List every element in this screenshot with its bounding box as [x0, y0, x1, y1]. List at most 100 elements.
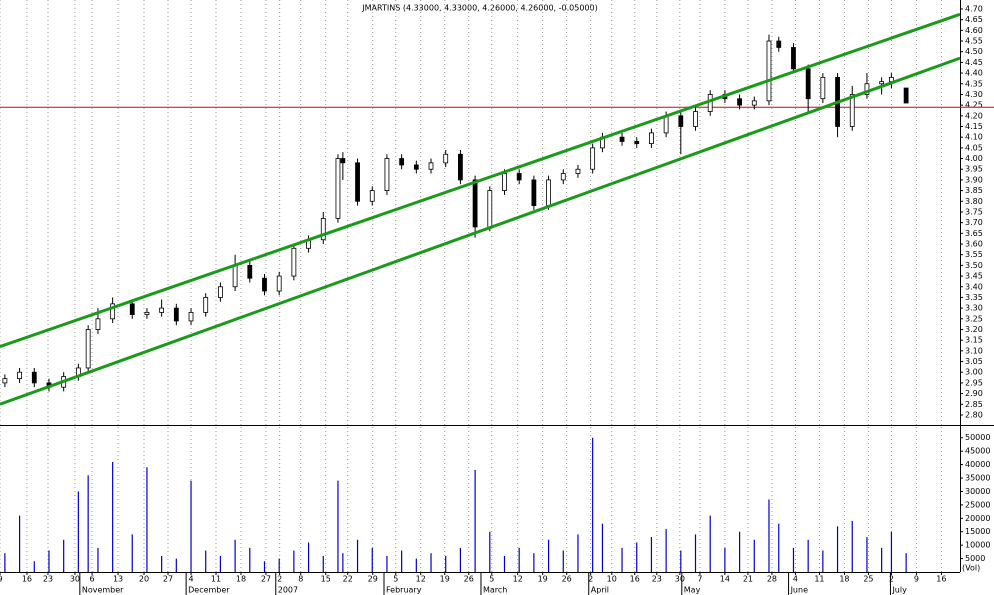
- x-tick-label: 11: [211, 575, 221, 584]
- volume-tick-label: 50000: [965, 433, 990, 442]
- x-tick-label: 30: [675, 575, 685, 584]
- candle-body: [144, 311, 150, 315]
- month-label: June: [790, 586, 809, 595]
- candle-body: [903, 87, 909, 104]
- month-label: November: [82, 586, 124, 595]
- x-tick-label: 6: [90, 575, 95, 584]
- x-tick-label: 12: [513, 575, 523, 584]
- x-tick-label: 28: [767, 575, 777, 584]
- candle-body: [428, 162, 434, 170]
- x-tick-label: 12: [416, 575, 426, 584]
- candle-body: [619, 136, 625, 142]
- y-tick-label: 3.75: [965, 207, 983, 216]
- volume-tick-label: 35000: [965, 474, 990, 483]
- x-tick-label: 5: [393, 575, 398, 584]
- x-tick-label: 14: [720, 575, 730, 584]
- volume-tick-label: 20000: [965, 514, 990, 523]
- x-tick-label: 2: [588, 575, 593, 584]
- x-tick-label: 9: [0, 575, 3, 584]
- candle-body: [546, 179, 551, 206]
- x-tick-label: 2: [277, 575, 282, 584]
- x-tick-label: 23: [652, 575, 662, 584]
- candle-body: [776, 40, 782, 48]
- candle-body: [399, 158, 405, 166]
- y-tick-label: 3.20: [965, 325, 983, 334]
- y-tick-label: 3.30: [965, 304, 983, 313]
- candle-body: [751, 100, 757, 106]
- volume-tick-label: 40000: [965, 460, 990, 469]
- candle-body: [2, 378, 8, 384]
- volume-label: (Vol): [962, 564, 980, 573]
- y-tick-label: 3.80: [965, 197, 983, 206]
- y-tick-label: 3.00: [965, 368, 983, 377]
- y-tick-label: 4.30: [965, 90, 983, 99]
- channel-line: [0, 56, 961, 406]
- y-tick-label: 4.70: [965, 4, 983, 13]
- candle-body: [85, 329, 91, 369]
- candle-body: [173, 307, 179, 322]
- candle-body: [575, 168, 581, 174]
- y-tick-label: 2.90: [965, 389, 983, 398]
- y-tick-label: 4.40: [965, 69, 983, 78]
- candle-body: [247, 264, 253, 279]
- candle-body: [649, 132, 654, 144]
- x-tick-label: 7: [697, 575, 702, 584]
- y-tick-label: 4.25: [965, 101, 983, 110]
- candle-body: [129, 303, 135, 315]
- candle-body: [355, 162, 360, 202]
- y-tick-label: 4.65: [965, 15, 983, 24]
- y-tick-label: 2.85: [965, 400, 983, 409]
- x-tick-label: 25: [863, 575, 873, 584]
- x-tick-label: 19: [440, 575, 450, 584]
- y-tick-label: 4.45: [965, 58, 983, 67]
- y-tick-label: 4.55: [965, 37, 983, 46]
- chart-title: JMARTINS (4.33000, 4.33000, 4.26000, 4.2…: [361, 4, 597, 13]
- x-tick-label: 20: [139, 575, 149, 584]
- candle-body: [31, 371, 37, 384]
- volume-tick-label: 45000: [965, 447, 990, 456]
- x-tick-label: 10: [607, 575, 617, 584]
- x-tick-label: 11: [814, 575, 824, 584]
- y-tick-label: 3.85: [965, 186, 983, 195]
- y-tick-label: 3.15: [965, 336, 983, 345]
- candle-body: [502, 173, 507, 191]
- candle-body: [560, 173, 566, 181]
- y-tick-label: 4.35: [965, 79, 983, 88]
- x-tick-label: 18: [839, 575, 849, 584]
- x-tick-label: 13: [113, 575, 123, 584]
- candle-body: [159, 307, 165, 313]
- x-tick-label: 4: [793, 575, 798, 584]
- candle-body: [879, 81, 885, 85]
- month-label: 2007: [278, 586, 298, 595]
- x-tick-label: 16: [22, 575, 32, 584]
- candle-body: [820, 76, 826, 100]
- x-tick-label: 26: [464, 575, 474, 584]
- y-tick-label: 3.45: [965, 272, 983, 281]
- x-tick-label: 2: [889, 575, 894, 584]
- candle-body: [276, 275, 282, 292]
- candle-body: [17, 371, 22, 380]
- y-tick-label: 3.10: [965, 346, 983, 355]
- candle-body: [707, 94, 713, 112]
- y-tick-label: 4.20: [965, 111, 983, 120]
- candle-body: [849, 94, 855, 127]
- candle-body: [218, 286, 223, 298]
- candle-body: [805, 68, 811, 100]
- candle-body: [766, 40, 772, 102]
- y-tick-label: 2.80: [965, 410, 983, 419]
- candle-body: [791, 47, 796, 70]
- y-tick-label: 2.95: [965, 378, 983, 387]
- candle-body: [110, 303, 116, 320]
- candle-body: [384, 158, 390, 191]
- candle-body: [413, 164, 419, 170]
- volume-tick-label: 30000: [965, 487, 990, 496]
- y-tick-label: 3.55: [965, 250, 983, 259]
- y-tick-label: 4.05: [965, 143, 983, 152]
- candle-body: [335, 158, 341, 219]
- candle-body: [472, 179, 478, 228]
- candle-body: [590, 147, 596, 170]
- x-tick-label: 22: [343, 575, 353, 584]
- candle-body: [443, 153, 449, 164]
- x-tick-label: 16: [630, 575, 640, 584]
